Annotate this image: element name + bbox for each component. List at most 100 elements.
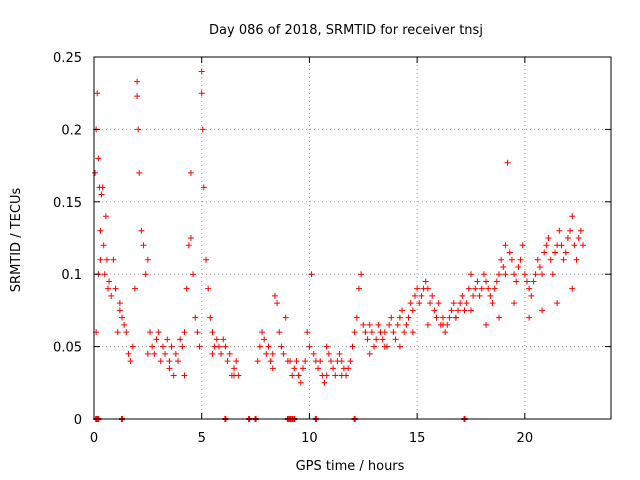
data-point	[278, 343, 285, 350]
data-point	[463, 300, 470, 307]
data-point	[577, 227, 584, 234]
data-point	[493, 278, 500, 285]
data-point	[213, 336, 220, 343]
data-point	[119, 314, 126, 321]
data-point	[310, 350, 317, 357]
data-point	[545, 235, 552, 241]
data-point	[172, 350, 179, 357]
data-point	[375, 321, 382, 328]
data-point	[194, 329, 201, 336]
data-point	[562, 249, 569, 256]
data-point	[396, 314, 403, 321]
data-point	[302, 358, 309, 365]
data-point	[187, 169, 194, 176]
data-point	[502, 242, 509, 249]
data-point	[231, 365, 238, 372]
data-point	[330, 365, 337, 372]
data-point	[431, 307, 438, 314]
data-point	[263, 350, 270, 357]
x-tick-label: 5	[198, 431, 206, 446]
data-point	[517, 256, 524, 263]
data-point	[336, 350, 343, 357]
data-point	[470, 292, 477, 299]
data-point	[231, 372, 238, 379]
x-axis: 0 5 10 15 20	[90, 57, 533, 446]
data-point	[543, 242, 550, 249]
data-point	[140, 242, 147, 249]
y-axis-label: SRMTID / TECUs	[9, 188, 24, 293]
data-point	[452, 314, 459, 321]
data-point	[558, 242, 565, 249]
data-point	[392, 336, 399, 343]
y-tick-label: 0.15	[53, 196, 82, 211]
data-point	[483, 278, 490, 285]
x-tick-label: 10	[301, 431, 318, 446]
x-tick-label: 0	[90, 431, 98, 446]
data-point	[422, 278, 429, 285]
data-point	[121, 321, 128, 328]
data-point	[138, 227, 145, 234]
data-point	[530, 278, 537, 285]
data-point	[439, 314, 446, 321]
data-point	[345, 365, 352, 372]
data-point	[547, 256, 554, 263]
data-point	[381, 343, 388, 350]
data-point	[528, 292, 535, 299]
y-tick-label: 0.25	[53, 51, 82, 66]
data-point	[435, 300, 442, 307]
data-point	[485, 285, 492, 292]
data-point	[271, 292, 278, 299]
x-axis-label: GPS time / hours	[296, 459, 405, 474]
data-point	[569, 213, 576, 220]
data-point	[170, 372, 177, 379]
data-point	[495, 314, 502, 321]
data-point	[134, 93, 141, 100]
data-point	[480, 271, 487, 278]
data-point	[196, 343, 203, 350]
data-point	[556, 227, 563, 234]
data-point	[349, 343, 356, 350]
data-point	[306, 343, 313, 350]
data-point	[323, 372, 330, 379]
data-point	[523, 278, 530, 285]
data-point	[315, 365, 322, 372]
data-point	[424, 321, 431, 328]
data-point	[192, 314, 199, 321]
data-point	[199, 126, 206, 133]
data-point	[203, 256, 210, 263]
data-point	[427, 300, 434, 307]
data-point	[164, 336, 171, 343]
data-point	[579, 242, 586, 249]
data-point	[407, 300, 414, 307]
data-point	[401, 329, 408, 336]
data-point	[511, 300, 518, 307]
data-point	[224, 358, 231, 365]
data-point	[136, 169, 143, 176]
data-point	[168, 343, 175, 350]
data-point	[155, 329, 162, 336]
data-point	[498, 256, 505, 263]
data-point	[355, 285, 362, 292]
data-point	[105, 285, 112, 292]
data-point	[129, 343, 136, 350]
data-point	[209, 329, 216, 336]
data-point	[396, 343, 403, 350]
data-point	[304, 329, 311, 336]
data-point	[519, 242, 526, 249]
data-point	[483, 321, 490, 328]
data-point	[457, 300, 464, 307]
data-point	[448, 307, 455, 314]
data-point	[101, 271, 108, 278]
data-point	[276, 329, 283, 336]
data-point	[218, 350, 225, 357]
data-point	[405, 314, 412, 321]
data-point	[179, 343, 186, 350]
y-axis: 0 0.05 0.1 0.15 0.2 0.25	[53, 51, 611, 428]
data-point	[502, 271, 509, 278]
y-tick-label: 0	[74, 413, 82, 428]
data-point	[297, 379, 304, 386]
data-point	[269, 365, 276, 372]
data-point	[536, 263, 543, 270]
data-point	[399, 307, 406, 314]
